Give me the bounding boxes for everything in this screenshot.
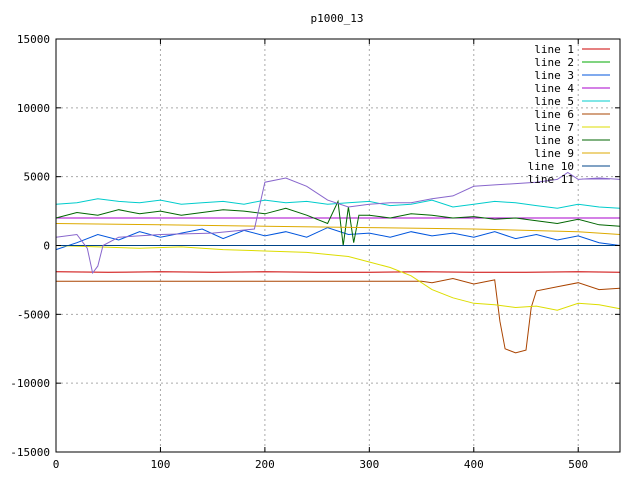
legend-label: line 6: [534, 108, 574, 121]
series-line-7: [55, 245, 621, 311]
series-layer: [55, 171, 621, 354]
legend-label: line 7: [534, 121, 574, 134]
series-line-3: [55, 227, 621, 251]
legend-label: line 4: [534, 82, 574, 95]
legend-label: line 5: [534, 95, 574, 108]
x-tick-label: 100: [151, 458, 171, 471]
y-tick-label: 10000: [17, 102, 50, 115]
series-line-11: [55, 171, 621, 275]
y-tick-label: -15000: [10, 446, 50, 459]
legend-label: line 11: [528, 173, 574, 186]
y-tick-label: -5000: [17, 308, 50, 321]
ticks: 0 100 200 300 400 500 -15000 -10000 -5000 0 5000 10…: [10, 33, 620, 471]
legend-label: line 10: [528, 160, 574, 173]
y-tick-label: -10000: [10, 377, 50, 390]
x-tick-label: 200: [255, 458, 275, 471]
series-line-1: [55, 271, 621, 273]
chart-title: p1000_13: [311, 12, 364, 25]
legend-label: line 2: [534, 56, 574, 69]
legend-label: line 9: [534, 147, 574, 160]
x-tick-label: 400: [464, 458, 484, 471]
series-line-6: [56, 277, 621, 354]
legend-label: line 1: [534, 43, 574, 56]
y-tick-label: 0: [43, 240, 50, 253]
x-tick-label: 300: [359, 458, 379, 471]
legend-label: line 8: [534, 134, 574, 147]
series-line-9: [55, 223, 621, 235]
y-tick-label: 15000: [17, 33, 50, 46]
x-tick-label: 500: [568, 458, 588, 471]
y-tick-label: 5000: [24, 171, 51, 184]
legend-label: line 3: [534, 69, 574, 82]
x-tick-label: 0: [53, 458, 60, 471]
series-line-8: [55, 199, 621, 246]
